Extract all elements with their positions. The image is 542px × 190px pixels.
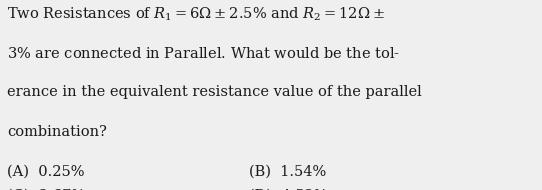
Text: (D)  4.52%: (D) 4.52% [249, 189, 328, 190]
Text: $3\%$ are connected in Parallel. What would be the tol-: $3\%$ are connected in Parallel. What wo… [7, 46, 400, 61]
Text: (A)  0.25%: (A) 0.25% [7, 164, 85, 178]
Text: (C)  2.67%: (C) 2.67% [7, 189, 85, 190]
Text: Two Resistances of $R_1 = 6\Omega \pm 2.5\%$ and $R_2 = 12\Omega \pm$: Two Resistances of $R_1 = 6\Omega \pm 2.… [7, 6, 385, 23]
Text: combination?: combination? [7, 125, 107, 139]
Text: erance in the equivalent resistance value of the parallel: erance in the equivalent resistance valu… [7, 86, 422, 100]
Text: (B)  1.54%: (B) 1.54% [249, 164, 327, 178]
